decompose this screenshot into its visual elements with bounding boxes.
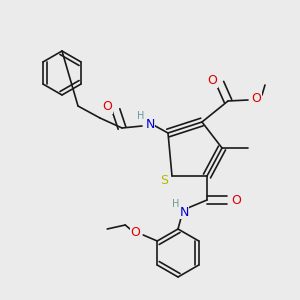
- Text: N: N: [179, 206, 189, 218]
- Text: H: H: [172, 199, 180, 209]
- Text: N: N: [145, 118, 155, 130]
- Text: O: O: [130, 226, 140, 238]
- Text: O: O: [231, 194, 241, 206]
- Text: S: S: [160, 175, 168, 188]
- Text: H: H: [137, 111, 145, 121]
- Text: O: O: [251, 92, 261, 104]
- Text: O: O: [102, 100, 112, 113]
- Text: O: O: [207, 74, 217, 88]
